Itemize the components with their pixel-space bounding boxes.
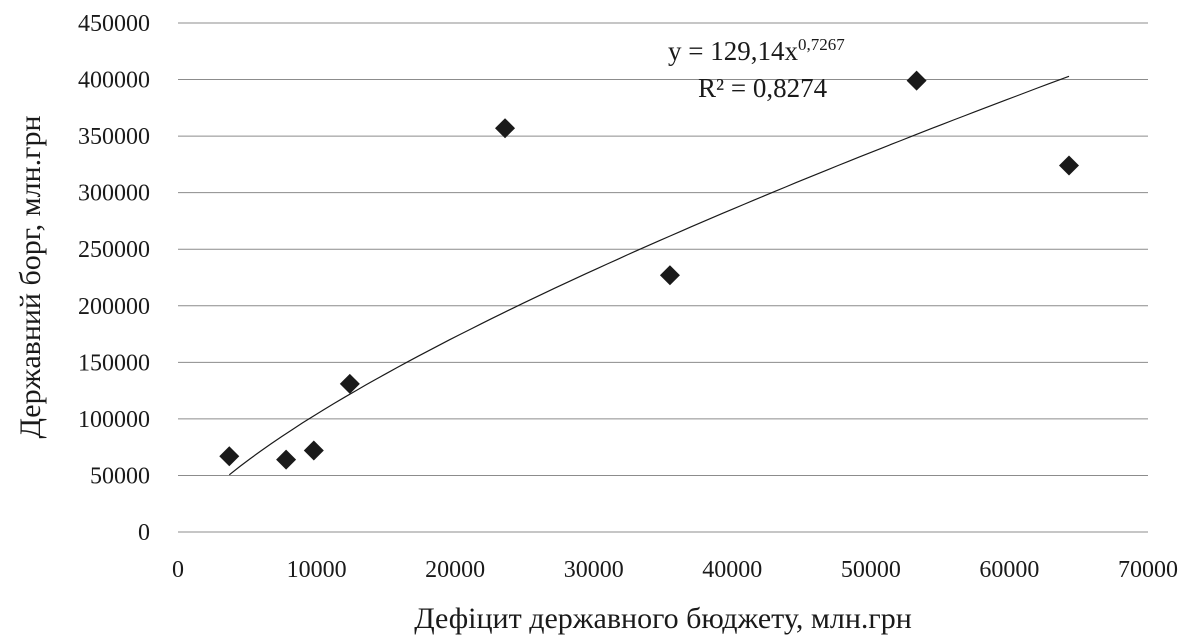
x-tick-label: 30000 (564, 557, 624, 583)
gridlines (178, 22, 1148, 476)
x-tick-label: 10000 (287, 557, 347, 583)
x-tick-label: 60000 (979, 557, 1039, 583)
y-axis-title: Державний борг, млн.грн (14, 115, 47, 438)
r-squared-label: R² = 0,8274 (698, 73, 828, 103)
data-point-marker (1059, 155, 1080, 176)
data-point-marker (219, 446, 240, 467)
data-point-marker (659, 265, 680, 286)
y-tick-label: 350000 (78, 124, 150, 150)
x-tick-labels: 0 10000 20000 30000 40000 50000 60000 70000 (172, 557, 1178, 583)
x-tick-label: 50000 (841, 557, 901, 583)
x-tick-label: 0 (172, 557, 184, 583)
data-point-marker (906, 70, 927, 91)
y-tick-label: 50000 (90, 463, 150, 489)
y-tick-labels: 0 50000 100000 150000 200000 250000 300000 3500… (78, 11, 150, 546)
x-tick-label: 40000 (702, 557, 762, 583)
data-point-marker (303, 440, 324, 461)
equation-text: y = 129,14x (668, 36, 798, 66)
y-tick-label: 450000 (78, 11, 150, 37)
y-tick-label: 150000 (78, 350, 150, 376)
trendline-equation: y = 129,14x0,7267 (668, 35, 845, 66)
x-axis-title: Дефіцит державного бюджету, млн.грн (414, 602, 912, 635)
data-point-marker (339, 373, 360, 394)
data-points (219, 70, 1080, 470)
data-point-marker (276, 449, 297, 470)
y-tick-label: 0 (138, 520, 150, 546)
equation-exponent: 0,7267 (798, 35, 845, 54)
y-tick-label: 100000 (78, 407, 150, 433)
y-tick-label: 400000 (78, 68, 150, 94)
x-tick-label: 20000 (425, 557, 485, 583)
data-point-marker (495, 118, 516, 139)
y-tick-label: 250000 (78, 237, 150, 263)
y-tick-label: 300000 (78, 181, 150, 207)
x-tick-label: 70000 (1118, 557, 1178, 583)
y-tick-label: 200000 (78, 294, 150, 320)
trendline (228, 75, 1070, 476)
